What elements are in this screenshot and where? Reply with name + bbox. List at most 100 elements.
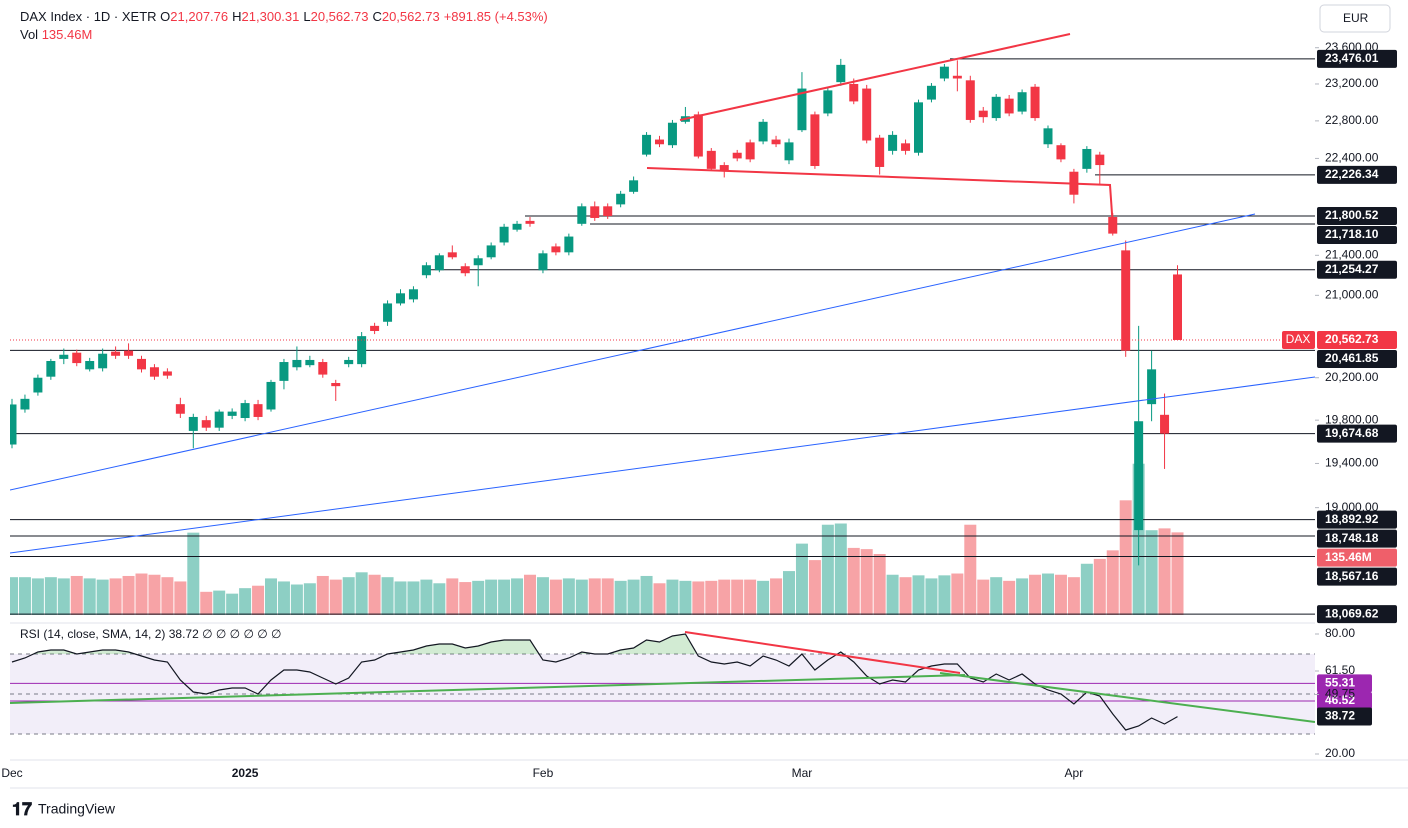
candle-body (421, 265, 431, 276)
level-label-bg (1317, 529, 1397, 548)
volume-bar (925, 578, 938, 615)
candle-body (396, 293, 405, 304)
candle-body (253, 404, 263, 417)
candle-body (1004, 98, 1014, 114)
volume-bar (316, 575, 329, 615)
volume-bar (588, 578, 601, 615)
volume-bar (342, 577, 355, 615)
volume-bar (381, 577, 394, 615)
level-label-bg (1317, 567, 1397, 586)
volume-label: 135.46M (1325, 550, 1372, 564)
candle-body (642, 134, 652, 155)
ohlc-key: L (303, 9, 311, 24)
rsi-tick-label: 80.00 (1325, 626, 1355, 640)
candle-body (888, 134, 898, 151)
candle-body (719, 165, 729, 171)
currency-button[interactable] (1319, 4, 1391, 33)
last-price-label: 20,562.73 (1325, 332, 1379, 346)
candle-body (590, 206, 600, 218)
volume-bar (795, 543, 808, 615)
volume-bar (757, 580, 770, 615)
volume-bar (1158, 528, 1171, 615)
candle-body (370, 325, 380, 331)
rsi-level-label: 46.52 (1325, 693, 1355, 707)
brand-logo: 𝟏𝟕 (12, 799, 32, 819)
symbol: DAX Index · 1D · XETR (20, 9, 157, 24)
y-tick-label: 19,000.00 (1325, 500, 1379, 514)
level-label: 19,674.68 (1325, 426, 1379, 440)
volume-bar (83, 578, 96, 615)
x-tick-label: Dec (1, 766, 22, 780)
candle-body (72, 352, 82, 364)
level-label: 21,718.10 (1325, 227, 1379, 241)
volume-bar (640, 575, 653, 615)
rsi-name: RSI (14, close, SMA, 14, 2) (20, 627, 165, 641)
candle-body (836, 64, 846, 83)
candle-body (849, 83, 859, 102)
volume-bar (96, 579, 109, 615)
candle-body (1095, 154, 1105, 166)
volume-bar (446, 578, 459, 615)
volume-bar (239, 588, 252, 615)
volume-bar (1003, 580, 1016, 615)
level-label-bg (1317, 424, 1397, 443)
candle-body (978, 110, 988, 118)
candle-body (240, 403, 250, 419)
candle-body (810, 114, 820, 167)
volume-bar (834, 523, 847, 615)
volume-bar (226, 593, 239, 615)
candle-body (344, 359, 354, 365)
volume-bar (135, 573, 148, 615)
y-tick-label: 19,800.00 (1325, 412, 1379, 426)
candle-body (162, 371, 172, 376)
candle-body (939, 66, 949, 79)
y-tick-label: 22,400.00 (1325, 151, 1379, 165)
candle-body (111, 351, 121, 356)
candle-body (512, 223, 522, 230)
candle-body (175, 404, 185, 414)
level-label-bg (1317, 260, 1397, 279)
candle-body (46, 360, 56, 377)
candle-body (732, 152, 742, 159)
volume-bar (1067, 577, 1080, 615)
price-pane (10, 58, 1315, 615)
candle-body (564, 236, 574, 253)
volume-bar (1054, 574, 1067, 615)
volume-label-bg (1317, 548, 1397, 567)
candle-body (655, 139, 664, 145)
volume-bar (536, 577, 549, 615)
volume-bar (187, 532, 200, 615)
candle-body (901, 143, 911, 151)
candle-body (1147, 369, 1157, 405)
candle-body (1056, 145, 1066, 160)
candle-body (875, 137, 885, 167)
candle-body (1017, 92, 1027, 112)
volume-bar (31, 578, 44, 615)
candle-body (33, 377, 43, 393)
ohlc-key: C (372, 9, 382, 24)
volume-bar (692, 581, 705, 615)
symbol-tag: DAX (1286, 332, 1311, 346)
ohlc-value: 20,562.73 (310, 9, 369, 24)
candle-body (292, 359, 302, 368)
volume-bar (200, 591, 213, 615)
candle-body (137, 358, 146, 370)
rsi-level-label-bg (1317, 674, 1372, 693)
level-label-bg (1317, 605, 1397, 624)
volume-bar (148, 574, 161, 615)
candle-body (758, 121, 768, 142)
candle-body (1134, 421, 1144, 531)
volume-bar (601, 578, 614, 615)
volume-bar (964, 524, 977, 615)
volume-bar (303, 583, 316, 615)
x-tick-label: 2025 (232, 766, 259, 780)
volume-bar (1042, 573, 1054, 615)
y-tick-label: 21,000.00 (1325, 288, 1379, 302)
candle-body (85, 360, 95, 370)
candle-body (473, 258, 483, 266)
candle-body (408, 289, 418, 300)
rsi-pane (10, 633, 1315, 735)
candle-body (357, 336, 367, 365)
volume-bar (420, 579, 433, 615)
volume-bar (627, 579, 640, 615)
